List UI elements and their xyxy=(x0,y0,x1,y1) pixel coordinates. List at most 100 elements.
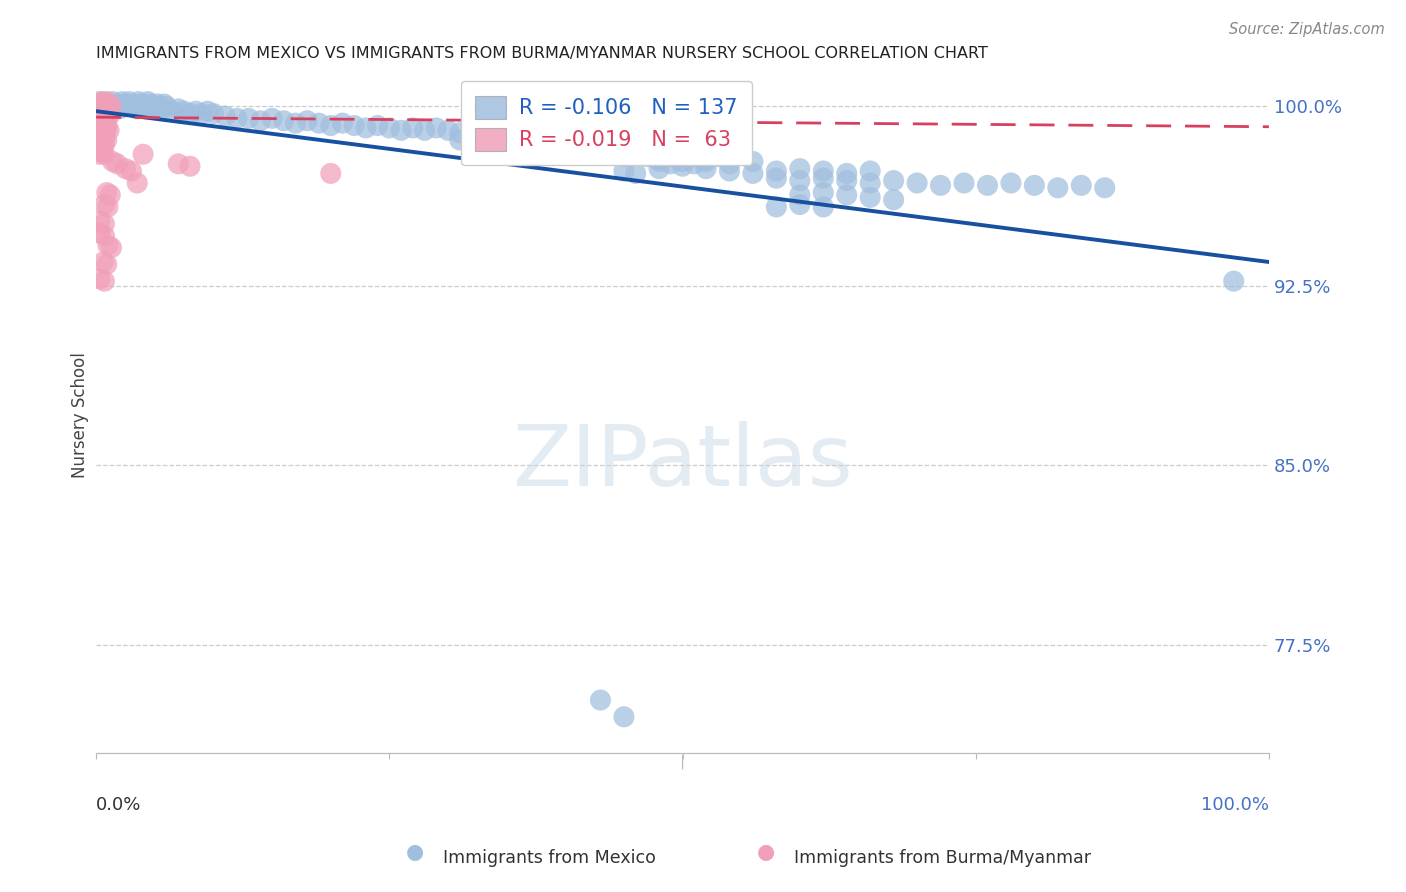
Point xyxy=(97,99,120,113)
Point xyxy=(97,238,120,252)
Point xyxy=(91,145,114,159)
Point xyxy=(284,116,307,130)
Point xyxy=(96,112,118,126)
Point xyxy=(929,178,952,193)
Point xyxy=(89,123,111,137)
Point xyxy=(93,147,115,161)
Point xyxy=(197,104,219,119)
Point xyxy=(101,154,124,169)
Point xyxy=(184,104,207,119)
Point xyxy=(648,152,671,166)
Point xyxy=(742,166,765,180)
Point xyxy=(97,200,120,214)
Point xyxy=(613,164,636,178)
Point xyxy=(367,119,389,133)
Text: ●: ● xyxy=(758,842,775,862)
Point xyxy=(813,200,835,214)
Point xyxy=(683,150,706,164)
Point xyxy=(179,159,201,173)
Point xyxy=(98,109,121,123)
Point xyxy=(813,171,835,186)
Point xyxy=(683,157,706,171)
Point xyxy=(190,106,212,120)
Text: 100.0%: 100.0% xyxy=(1201,796,1270,814)
Point xyxy=(613,710,636,724)
Point xyxy=(354,120,377,135)
Point xyxy=(1094,181,1116,195)
Point xyxy=(765,164,787,178)
Point xyxy=(89,116,111,130)
Point xyxy=(859,190,882,204)
Point xyxy=(695,154,717,169)
Point xyxy=(835,173,858,187)
Point xyxy=(519,137,541,152)
Point xyxy=(460,136,482,150)
Point xyxy=(120,164,142,178)
Point xyxy=(343,119,366,133)
Point xyxy=(120,97,142,112)
Point xyxy=(589,137,612,152)
Point xyxy=(565,137,588,152)
Point xyxy=(114,161,136,176)
Point xyxy=(125,102,148,116)
Point xyxy=(262,112,284,126)
Point xyxy=(1024,178,1046,193)
Point xyxy=(98,188,121,202)
Point xyxy=(136,95,159,109)
Point xyxy=(1000,176,1022,190)
Point xyxy=(108,102,131,116)
Point xyxy=(883,193,905,207)
Point xyxy=(94,97,117,112)
Point xyxy=(905,176,928,190)
Point xyxy=(765,200,787,214)
Point xyxy=(91,133,114,147)
Point xyxy=(789,173,811,187)
Point xyxy=(378,120,401,135)
Text: Immigrants from Burma/Myanmar: Immigrants from Burma/Myanmar xyxy=(794,849,1091,867)
Text: Source: ZipAtlas.com: Source: ZipAtlas.com xyxy=(1229,22,1385,37)
Point xyxy=(319,166,342,180)
Point xyxy=(883,173,905,187)
Point xyxy=(179,106,201,120)
Point xyxy=(484,128,506,142)
Point xyxy=(543,137,565,152)
Point xyxy=(98,97,121,112)
Point xyxy=(132,147,155,161)
Point xyxy=(297,113,319,128)
Point xyxy=(671,154,693,169)
Point xyxy=(89,214,111,228)
Point xyxy=(91,95,114,109)
Point xyxy=(91,120,114,135)
Point xyxy=(472,133,495,147)
Point xyxy=(96,104,118,119)
Point xyxy=(148,99,170,113)
Point xyxy=(519,130,541,145)
Point xyxy=(1046,181,1069,195)
Point xyxy=(508,136,530,150)
Text: IMMIGRANTS FROM MEXICO VS IMMIGRANTS FROM BURMA/MYANMAR NURSERY SCHOOL CORRELATI: IMMIGRANTS FROM MEXICO VS IMMIGRANTS FRO… xyxy=(96,46,988,62)
Point xyxy=(238,112,260,126)
Point xyxy=(495,126,517,140)
Point xyxy=(624,140,647,154)
Point xyxy=(226,112,249,126)
Point xyxy=(96,257,118,271)
Point xyxy=(472,126,495,140)
Point xyxy=(89,109,111,123)
Point xyxy=(813,164,835,178)
Point xyxy=(112,97,135,112)
Point xyxy=(953,176,976,190)
Point xyxy=(308,116,330,130)
Point xyxy=(143,102,166,116)
Point xyxy=(93,130,115,145)
Point xyxy=(1222,274,1244,288)
Point xyxy=(89,102,111,116)
Point xyxy=(96,133,118,147)
Point xyxy=(624,147,647,161)
Point xyxy=(389,123,412,137)
Point xyxy=(93,116,115,130)
Point xyxy=(578,140,600,154)
Point xyxy=(671,147,693,161)
Point xyxy=(89,271,111,285)
Point xyxy=(146,97,169,112)
Point xyxy=(93,102,115,116)
